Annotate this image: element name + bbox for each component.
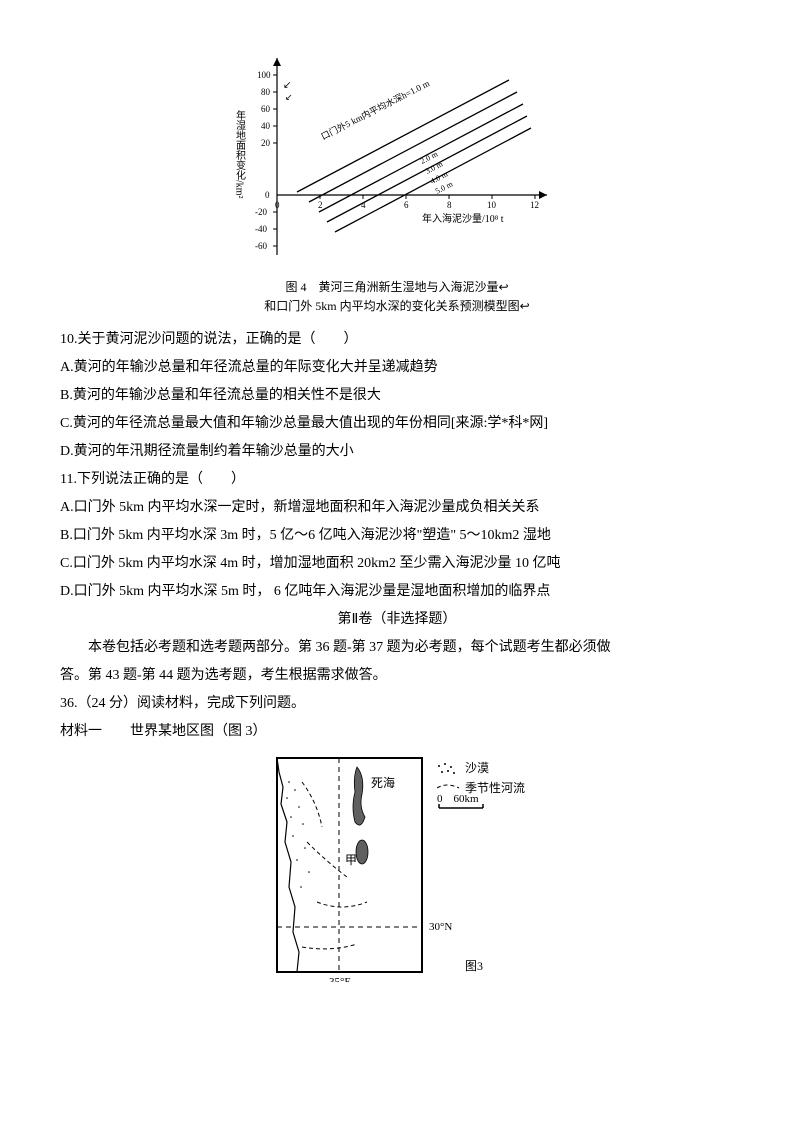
q10-d: D.黄河的年汛期径流量制约着年输沙总量的大小 xyxy=(60,438,734,466)
q11-stem: 11.下列说法正确的是（ ） xyxy=(60,466,734,494)
map-lon: 35°E xyxy=(329,976,351,982)
svg-text:↙: ↙ xyxy=(285,92,293,102)
map-fig-label: 图3 xyxy=(465,959,483,973)
section2-intro1: 本卷包括必考题和选考题两部分。第 36 题-第 37 题为必考题，每个试题考生都… xyxy=(60,634,734,662)
q11-a: A.口门外 5km 内平均水深一定时，新增湿地面积和年入海泥沙量成负相关关系 xyxy=(60,494,734,522)
xtick-0: 0 xyxy=(275,200,280,210)
ytick-n20: -20 xyxy=(255,207,267,217)
q36-stem: 36.（24 分）阅读材料，完成下列问题。 xyxy=(60,690,734,718)
q11-c: C.口门外 5km 内平均水深 4m 时，增加湿地面积 20km2 至少需入海泥… xyxy=(60,550,734,578)
chart-caption: 图 4 黄河三角洲新生湿地与入海泥沙量↩ 和口门外 5km 内平均水深的变化关系… xyxy=(60,278,734,316)
section2-title: 第Ⅱ卷（非选择题） xyxy=(60,606,734,634)
q10-c: C.黄河的年径流总量最大值和年输沙总量最大值出现的年份相同[来源:学*科*网] xyxy=(60,410,734,438)
xtick-10: 10 xyxy=(487,200,497,210)
chart-figure: 100 80 60 40 20 0 -20 -40 -60 ↙ ↙ xyxy=(60,50,734,270)
map-svg: 死海 甲 30°N 35°E 沙漠 季节性河流 0 60km 图3 xyxy=(247,752,547,982)
ytick-60: 60 xyxy=(261,104,271,114)
legend-sand: 沙漠 xyxy=(465,761,489,775)
xtick-2: 2 xyxy=(318,200,323,210)
ytick-40: 40 xyxy=(261,121,271,131)
q36-material: 材料一 世界某地区图（图 3） xyxy=(60,718,734,746)
section2-intro2: 答。第 43 题-第 44 题为选考题，考生根据需求做答。 xyxy=(60,662,734,690)
q11-d: D.口门外 5km 内平均水深 5m 时， 6 亿吨年入海泥沙量是湿地面积增加的… xyxy=(60,578,734,606)
svg-text:↙: ↙ xyxy=(283,80,291,91)
xtick-8: 8 xyxy=(447,200,452,210)
svg-text:年湿地面积变化/km²: 年湿地面积变化/km² xyxy=(234,109,246,199)
line-label-1m: 口门外5 km内平均水深h=1.0 m xyxy=(319,77,431,141)
ytick-0: 0 xyxy=(265,190,270,200)
xtick-12: 12 xyxy=(530,200,539,210)
q11-b: B.口门外 5km 内平均水深 3m 时，5 亿～6 亿吨入海泥沙将"塑造" 5… xyxy=(60,522,734,550)
ytick-n40: -40 xyxy=(255,224,267,234)
q10-a: A.黄河的年输沙总量和年径流总量的年际变化大并呈递减趋势 xyxy=(60,354,734,382)
x-axis-label: 年入海泥沙量/10⁸ t xyxy=(422,212,504,225)
q10-b: B.黄河的年输沙总量和年径流总量的相关性不是很大 xyxy=(60,382,734,410)
ytick-100: 100 xyxy=(257,70,271,80)
map-lat: 30°N xyxy=(429,921,452,933)
xtick-6: 6 xyxy=(404,200,409,210)
q10-stem: 10.关于黄河泥沙问题的说法，正确的是（ ） xyxy=(60,326,734,354)
ytick-n60: -60 xyxy=(255,241,267,251)
map-label-jia: 甲 xyxy=(345,853,357,867)
ytick-80: 80 xyxy=(261,87,271,97)
ytick-20: 20 xyxy=(261,138,271,148)
map-label-deadsea: 死海 xyxy=(371,775,395,790)
legend-scale: 0 60km xyxy=(437,793,479,805)
chart-svg: 100 80 60 40 20 0 -20 -40 -60 ↙ ↙ xyxy=(227,50,567,270)
map-figure: 死海 甲 30°N 35°E 沙漠 季节性河流 0 60km 图3 xyxy=(60,752,734,982)
